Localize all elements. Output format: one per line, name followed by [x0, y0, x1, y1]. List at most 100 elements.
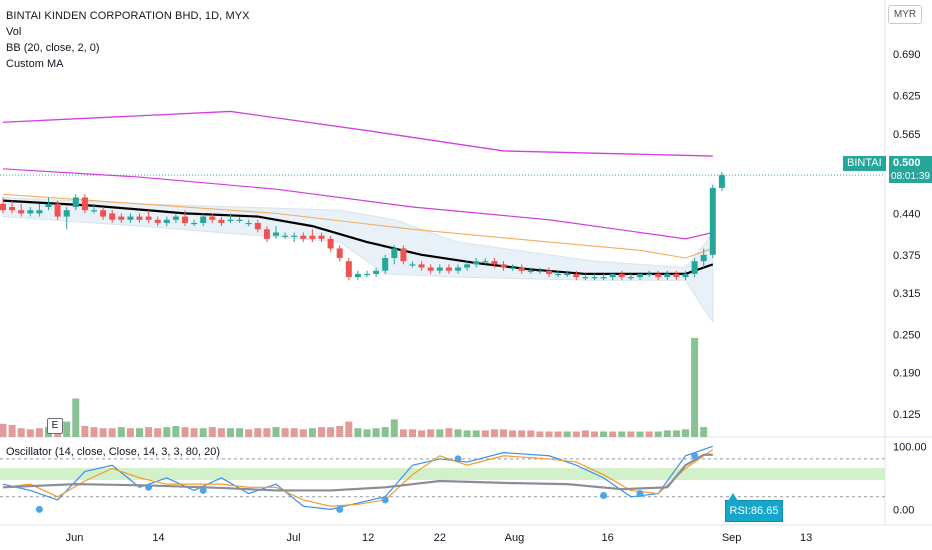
candle-body [245, 222, 252, 225]
volume-bar [500, 429, 507, 437]
candle-body [318, 235, 325, 239]
candle-body [136, 216, 143, 220]
candle-body [345, 261, 352, 278]
volume-bar [627, 431, 635, 437]
volume-bar [518, 430, 526, 437]
candle-body [354, 273, 361, 278]
ma-line [2, 110, 713, 157]
candle-body [491, 261, 498, 265]
volume-bar [645, 431, 653, 437]
volume-bar [390, 419, 398, 437]
time-tick-label: 14 [152, 532, 164, 544]
candle-body [382, 257, 389, 271]
volume-bar [254, 428, 262, 437]
oscillator-legend[interactable]: Oscillator (14, close, Close, 14, 3, 3, … [6, 446, 220, 458]
candle-body [455, 267, 461, 271]
candle-body [364, 273, 370, 276]
candle-body [591, 277, 598, 279]
time-tick-label: Jul [287, 532, 301, 544]
price-tick-label: 0.315 [893, 288, 921, 300]
volume-bar [345, 421, 353, 437]
candle-body [172, 216, 179, 220]
candle-body [227, 219, 234, 221]
volume-bar [618, 431, 626, 437]
volume-bar [90, 427, 98, 437]
volume-bar [663, 430, 671, 437]
volume-bar [445, 428, 453, 437]
price-tick-label: 0.125 [893, 409, 921, 421]
signal-dot [454, 455, 462, 463]
candle-body [282, 235, 289, 237]
candle-body [546, 270, 552, 274]
candle-body [18, 210, 25, 214]
volume-bar [308, 428, 316, 437]
earnings-flag-icon[interactable]: E [47, 418, 63, 434]
candle-body [436, 267, 443, 271]
volume-bar [136, 428, 143, 437]
volume-bar [117, 427, 125, 437]
signal-dot [600, 492, 608, 500]
candle-body [54, 203, 61, 217]
candle-body [91, 210, 97, 212]
signal-dot [381, 496, 389, 504]
volume-bar [399, 429, 407, 437]
candle-body [555, 273, 562, 276]
candle-body [209, 216, 216, 220]
candle-body [391, 248, 398, 258]
volume-bar [272, 427, 280, 437]
candle-body [718, 175, 725, 188]
candle-body [509, 267, 516, 269]
volume-bar [154, 428, 162, 437]
volume-bar [700, 427, 708, 437]
candle-body [400, 248, 407, 262]
volume-bar [208, 427, 216, 437]
candle-body [482, 261, 489, 263]
time-tick-label: 12 [362, 532, 374, 544]
volume-bar [0, 423, 7, 437]
time-tick-label: Sep [722, 532, 742, 544]
legend-vol[interactable]: Vol [6, 26, 22, 38]
volume-bar [682, 429, 689, 437]
volume-bar [418, 430, 426, 437]
candle-body [664, 273, 671, 278]
rsi-band [0, 468, 885, 480]
candle-body [691, 261, 698, 274]
volume-bar [363, 429, 371, 437]
volume-bar [609, 431, 617, 437]
candle-body [609, 273, 616, 278]
time-tick-label: Aug [505, 532, 525, 544]
volume-bar [572, 431, 580, 437]
volume-bar [654, 431, 662, 437]
candle-body [309, 235, 316, 239]
candle-body [445, 267, 452, 271]
candle-body [109, 213, 116, 220]
countdown-tag: 08:01:39 [889, 170, 932, 183]
volume-bar [290, 428, 298, 437]
chart-title: BINTAI KINDEN CORPORATION BHD, 1D, MYX [6, 10, 250, 22]
volume-bar [181, 427, 189, 437]
volume-bar [17, 428, 25, 437]
volume-bar [463, 430, 471, 437]
candle-body [673, 273, 680, 278]
volume-bar [554, 431, 562, 437]
legend-bb[interactable]: BB (20, close, 2, 0) [6, 42, 100, 54]
currency-badge[interactable]: MYR [888, 5, 922, 24]
signal-dot [336, 505, 344, 513]
volume-bar [527, 430, 535, 437]
volume-bar [509, 430, 517, 437]
time-tick-label: 13 [800, 532, 812, 544]
signal-dot [35, 505, 43, 513]
signal-dot [636, 490, 644, 498]
symbol-tag: BINTAI [843, 156, 886, 171]
candle-body [600, 277, 607, 279]
volume-bar [318, 427, 325, 437]
legend-ma[interactable]: Custom MA [6, 58, 64, 70]
volume-bar [454, 429, 462, 437]
price-tick-label: 0.565 [893, 129, 921, 141]
volume-bar [336, 426, 344, 437]
candle-body [709, 187, 716, 255]
oscillator-line [2, 453, 713, 492]
time-tick-label: 16 [602, 532, 614, 544]
volume-bar [217, 428, 225, 437]
